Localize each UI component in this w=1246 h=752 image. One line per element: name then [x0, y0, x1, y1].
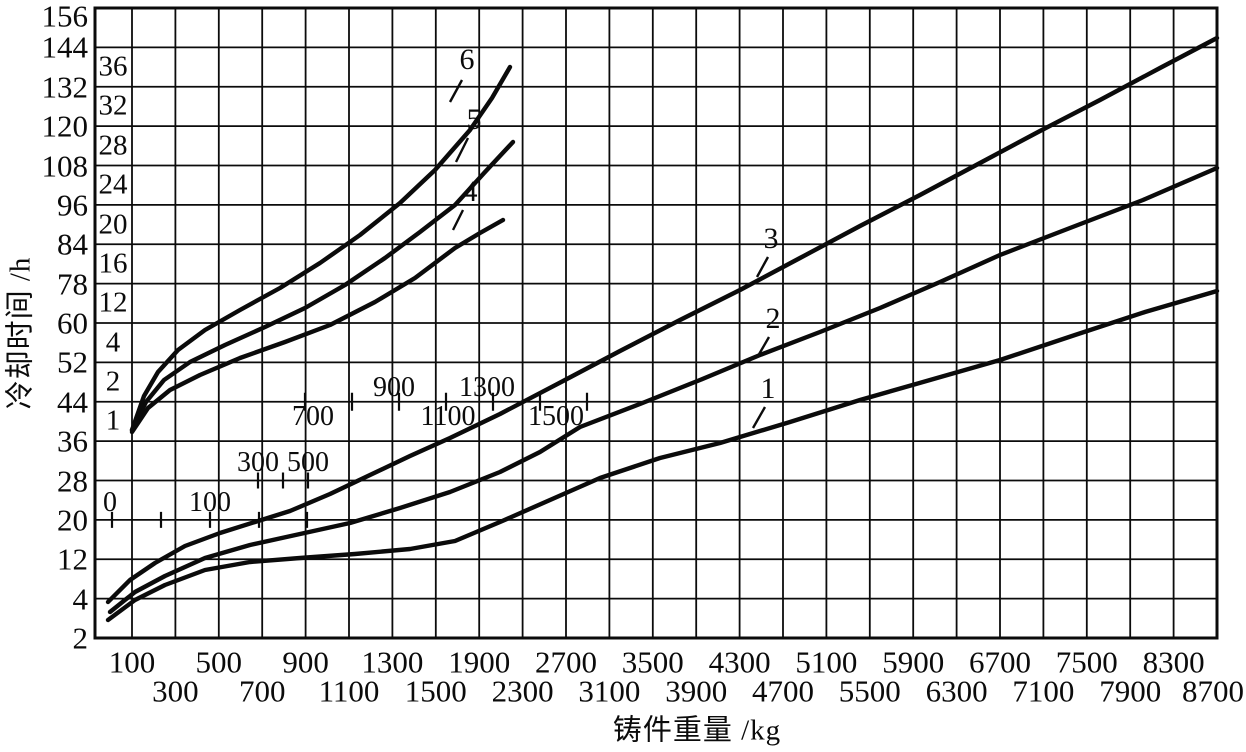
x-axis-tick-label: 2300: [491, 673, 554, 709]
x-axis-tick-label: 700: [238, 673, 286, 709]
curve-1-leader: [751, 406, 767, 429]
curve-label-5: 5: [466, 103, 482, 136]
inner-scale-label: 900: [373, 372, 415, 403]
y-axis-outer-tick-label: 78: [57, 266, 88, 302]
y-axis-outer-tick-label: 2: [72, 620, 89, 656]
y-axis-outer-tick-label: 144: [41, 29, 89, 65]
x-axis-tick-label: 500: [195, 644, 243, 680]
y-axis-inner-tick-label: 24: [98, 168, 128, 201]
x-axis-title: 铸件重量 /kg: [612, 714, 782, 747]
curve-label-1: 1: [760, 372, 776, 405]
inner-scale-label: 1300: [459, 372, 515, 403]
x-axis-tick-label: 300: [152, 673, 199, 709]
y-axis-outer-tick-label: 84: [57, 226, 88, 262]
inner-scale-label: 500: [287, 447, 329, 478]
x-axis-tick-label: 3900: [665, 673, 728, 709]
inner-scale-label: 700: [292, 401, 334, 432]
x-axis-tick-label: 4700: [752, 673, 814, 709]
x-axis-tick-label: 1500: [404, 673, 467, 709]
y-axis-outer-tick-label: 28: [57, 463, 88, 498]
curve-4: [129, 217, 506, 435]
y-axis-title: 冷却时间 /h: [4, 256, 37, 410]
curve-3-leader: [755, 256, 770, 278]
x-axis-tick-label: 2700: [535, 644, 597, 680]
y-axis-inner-tick-label: 4: [105, 326, 121, 359]
y-axis-outer-tick-label: 36: [57, 423, 88, 459]
x-axis-tick-label: 5100: [795, 644, 858, 680]
curve-3: [105, 35, 1220, 605]
curve-6-leader: [448, 79, 464, 103]
x-axis-tick-label: 4300: [708, 644, 771, 680]
x-axis-tick-label: 8300: [1142, 644, 1205, 680]
curve-label-2: 2: [765, 302, 781, 335]
inner-scale-label: 0: [103, 487, 117, 518]
y-axis-outer-tick-label: 4: [72, 581, 89, 617]
y-axis-outer-tick-label: 52: [57, 344, 88, 380]
curve-2-leader: [756, 336, 771, 357]
curve-label-6: 6: [459, 43, 475, 76]
x-axis-tick-label: 7100: [1012, 673, 1075, 709]
y-axis-outer-tick-label: 44: [57, 384, 88, 420]
x-axis-tick-label: 1300: [361, 644, 424, 680]
y-axis-inner-tick-label: 36: [98, 50, 128, 83]
y-axis-inner-tick-label: 20: [98, 208, 128, 241]
curve-2: [107, 165, 1220, 615]
curve-6: [129, 64, 513, 433]
y-axis-inner-tick-label: 32: [98, 89, 128, 122]
y-axis-inner-tick-label: 2: [105, 365, 121, 398]
y-axis-inner-tick-label: 16: [98, 247, 128, 280]
x-axis-tick-label: 1100: [318, 673, 380, 709]
y-axis-outer-tick-label: 12: [57, 541, 88, 577]
x-axis-tick-label: 7900: [1099, 673, 1162, 709]
x-axis-tick-label: 8700: [1182, 673, 1244, 709]
y-axis-inner-tick-label: 12: [98, 286, 128, 319]
x-axis-tick-label: 5500: [838, 673, 901, 709]
y-axis-inner-tick-label: 28: [98, 129, 128, 162]
x-axis-tick-label: 6700: [969, 644, 1031, 680]
plot-border: [93, 6, 1219, 640]
x-axis-tick-label: 900: [282, 644, 329, 680]
y-axis-outer-tick-label: 96: [57, 187, 88, 223]
x-axis-tick-label: 1900: [448, 644, 511, 680]
x-axis-tick-label: 7500: [1055, 644, 1118, 680]
inner-scale-label: 1100: [420, 401, 476, 432]
inner-scale-label: 1500: [528, 401, 584, 432]
y-axis-outer-tick-label: 156: [41, 0, 89, 34]
curve-5-leader: [454, 137, 470, 163]
inner-scale-label: 100: [189, 487, 231, 518]
x-axis-tick-label: 5900: [882, 644, 945, 680]
x-axis-tick-label: 3500: [621, 644, 684, 680]
curve-1: [105, 288, 1220, 623]
inner-scale-label: 300: [237, 447, 279, 478]
y-axis-outer-tick-label: 60: [57, 305, 88, 341]
curve-label-4: 4: [462, 175, 478, 208]
curve-4-leader: [451, 209, 465, 231]
y-axis-outer-tick-label: 20: [57, 502, 88, 538]
x-axis-tick-label: 6300: [925, 673, 988, 709]
y-axis-outer-tick-label: 120: [41, 108, 89, 144]
curve-label-3: 3: [763, 222, 779, 255]
y-axis-outer-tick-label: 132: [41, 69, 89, 105]
x-axis-tick-label: 100: [108, 644, 156, 680]
y-axis-inner-tick-label: 1: [105, 404, 121, 437]
curve-5: [129, 139, 516, 433]
x-axis-tick-label: 3100: [578, 673, 641, 709]
y-axis-outer-tick-label: 108: [41, 148, 89, 183]
